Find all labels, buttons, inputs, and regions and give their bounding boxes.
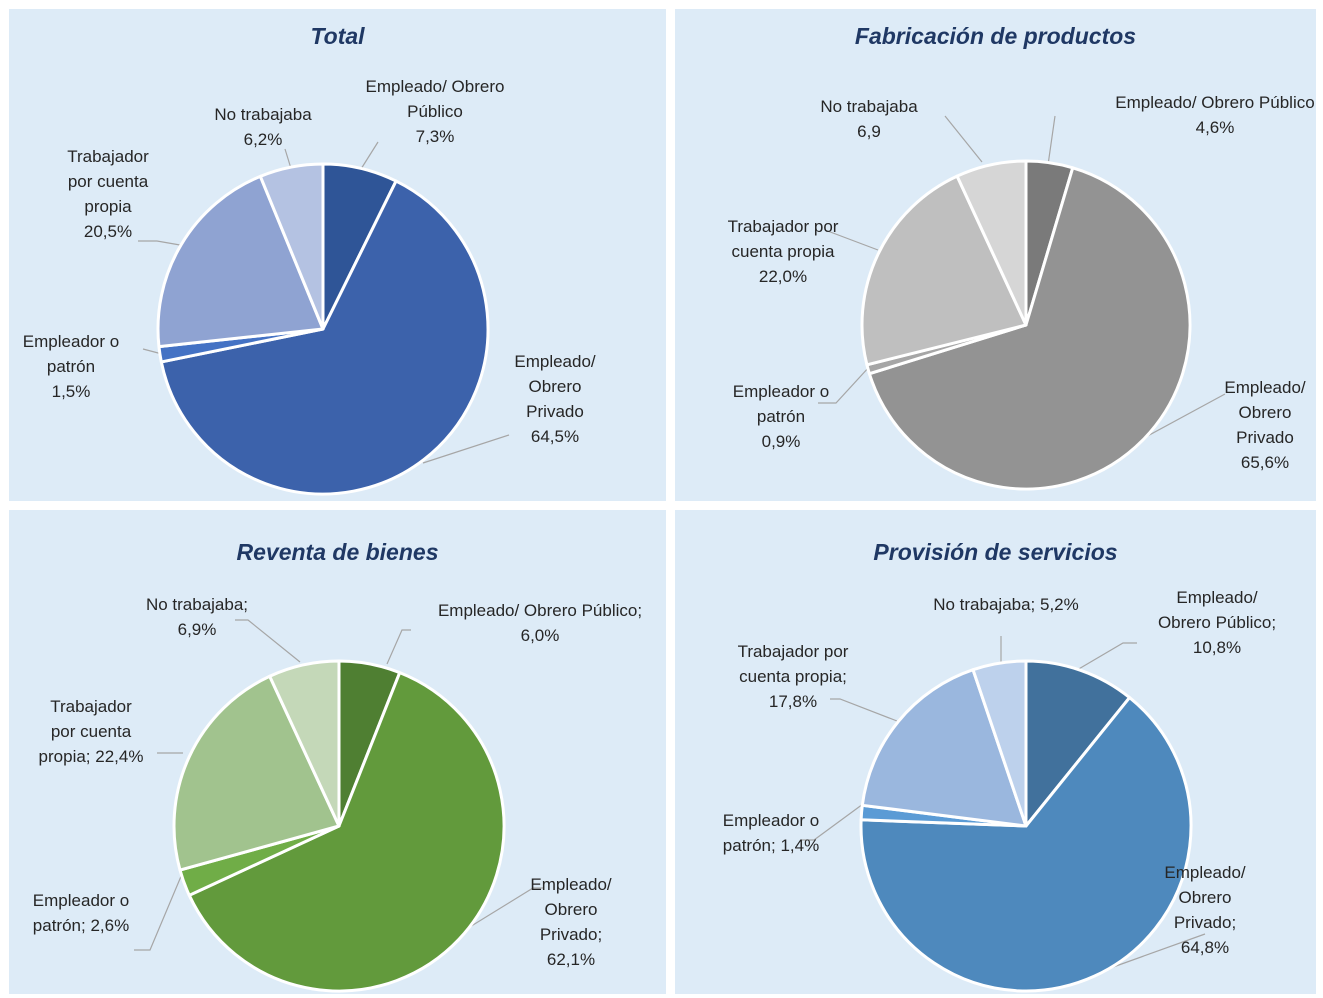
leader-line-empleado-publico: [360, 141, 379, 170]
leader-line-empleado-privado: [459, 887, 544, 934]
pie-slice-empleado-privado: [159, 179, 490, 496]
chart-panel-reventa: Reventa de bienes Empleado/ Obrero Públi…: [9, 510, 666, 994]
pie-slice-no-trabajaba: [971, 659, 1028, 828]
leader-line-empleador-patron: [818, 365, 871, 404]
pie-slice-trabajador-cuenta-propia: [860, 174, 1028, 367]
leader-line-empleado-publico: [1076, 642, 1137, 671]
data-label-empleado-publico: Empleado/ Obrero Público; 10,8%: [1157, 588, 1277, 657]
leader-line-empleado-privado: [1141, 393, 1226, 440]
data-label-empleador-patron: Empleador o patrón 1,5%: [22, 332, 120, 401]
data-label-empleador-patron: Empleador o patrón; 1,4%: [722, 811, 820, 855]
data-label-empleador-patron: Empleador o patrón 0,9%: [732, 382, 830, 451]
pie-slice-no-trabajaba: [258, 162, 325, 331]
chart-title: Reventa de bienes: [236, 539, 439, 565]
leader-line-trabajador-cuenta-propia: [830, 698, 898, 722]
data-label-empleador-patron: Empleador o patrón; 2,6%: [32, 891, 130, 935]
leader-line-empleado-publico: [386, 629, 411, 665]
data-label-trabajador-cuenta-propia: Trabajador por cuenta propia 22,0%: [727, 217, 839, 286]
leader-line-trabajador-cuenta-propia: [824, 229, 879, 251]
leader-line-empleador-patron: [802, 803, 864, 841]
pie-slice-empleado-privado: [859, 696, 1193, 993]
data-label-trabajador-cuenta-propia: Trabajador por cuenta propia; 17,8%: [737, 642, 849, 711]
pie-slice-no-trabajaba: [268, 659, 341, 828]
data-label-empleado-publico: Empleado/ Obrero Público 4,6%: [1115, 93, 1315, 137]
leader-line-empleado-privado: [422, 434, 510, 464]
pie-chart-reventa: [134, 619, 544, 993]
data-label-trabajador-cuenta-propia: Trabajador por cuenta propia 20,5%: [67, 147, 149, 241]
chart-title: Total: [310, 23, 365, 49]
data-label-empleado-privado: Empleado/ Obrero Privado 64,5%: [514, 352, 596, 446]
pie-slice-empleado-privado: [187, 671, 506, 993]
pie-chart-servicios: [802, 636, 1206, 993]
leader-line-empleado-publico: [1047, 115, 1056, 166]
data-label-empleado-privado: Empleado/ Obrero Privado 65,6%: [1224, 378, 1306, 472]
leader-line-empleador-patron: [134, 873, 183, 951]
pie-slice-trabajador-cuenta-propia: [156, 174, 325, 349]
leader-line-no-trabajaba: [944, 115, 983, 163]
data-label-no-trabajaba: No trabajaba; 6,9%: [145, 595, 249, 639]
data-label-empleado-privado: Empleado/ Obrero Privado; 64,8%: [1164, 863, 1246, 957]
pie-chart-fabricacion: [818, 115, 1226, 491]
data-label-empleado-publico: Empleado/ Obrero Público 7,3%: [365, 77, 505, 146]
chart-title: Provisión de servicios: [873, 539, 1118, 565]
data-label-no-trabajaba: No trabajaba 6,9: [820, 97, 918, 141]
leader-line-trabajador-cuenta-propia: [138, 240, 181, 246]
pie-slice-no-trabajaba: [955, 159, 1028, 327]
chart-panel-servicios: Provisión de servicios Empleado/ Obrero …: [675, 510, 1316, 994]
chart-panel-total: Total Empleado/ Obrero Público 7,3% Emple…: [9, 9, 666, 501]
pie-slice-empleado-publico: [1024, 659, 1132, 828]
data-label-empleado-privado: Empleado/ Obrero Privado; 62,1%: [530, 875, 612, 969]
leader-line-no-trabajaba: [235, 619, 301, 663]
pie-chart-total: [138, 141, 510, 496]
pie-slice-trabajador-cuenta-propia: [172, 674, 341, 872]
chart-panel-fabricacion: Fabricación de productos Empleado/ Obrer…: [675, 9, 1316, 501]
chart-title: Fabricación de productos: [854, 23, 1137, 49]
pie-slice-empleado-privado: [867, 166, 1192, 491]
data-label-no-trabajaba: No trabajaba; 5,2%: [933, 595, 1079, 614]
data-label-empleado-publico: Empleado/ Obrero Público; 6,0%: [437, 601, 643, 645]
data-label-no-trabajaba: No trabajaba 6,2%: [214, 105, 312, 149]
data-label-trabajador-cuenta-propia: Trabajador por cuenta propia; 22,4%: [38, 697, 144, 766]
